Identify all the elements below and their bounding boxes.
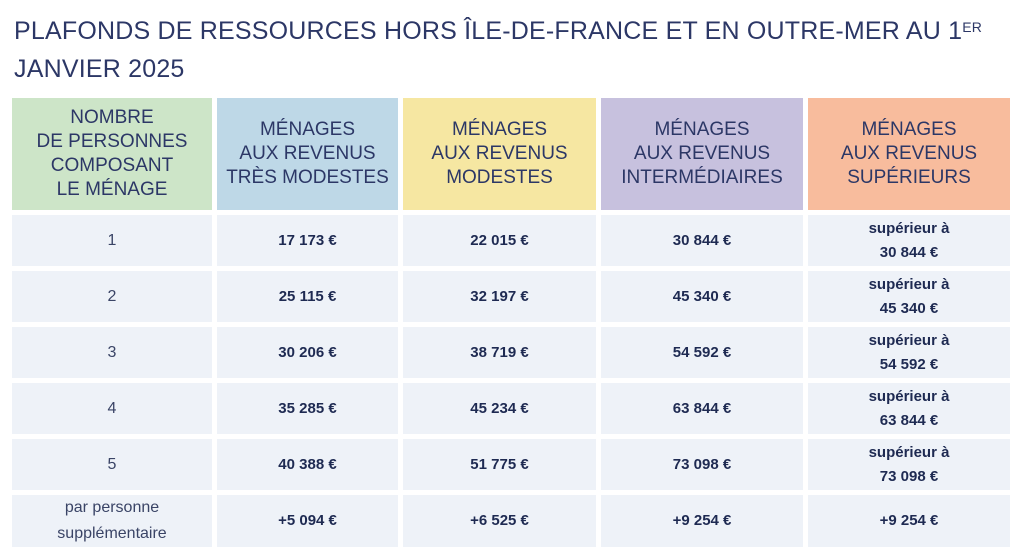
header-line: MÉNAGES — [451, 119, 548, 140]
header-line: LE MÉNAGE — [56, 179, 168, 200]
cell-line: 73 098 € — [879, 467, 939, 485]
cell-line: 2 — [107, 287, 117, 305]
cell-persons: 2 — [12, 271, 212, 322]
cell-line: 54 592 € — [879, 355, 939, 373]
header-line: SUPÉRIEURS — [847, 167, 971, 188]
cell-intermediaires: 45 340 € — [601, 271, 803, 322]
cell-modestes: 38 719 € — [403, 327, 596, 378]
header-row: NOMBRE DE PERSONNES COMPOSANT LE MÉNAGE MÉNA… — [12, 98, 1010, 210]
header-line: AUX REVENUS — [633, 143, 771, 164]
cell-line: 30 844 € — [879, 243, 939, 261]
cell-tres-modestes: +5 094 € — [217, 495, 398, 547]
header-line: MÉNAGES — [259, 119, 356, 140]
cell-modestes: 32 197 € — [403, 271, 596, 322]
header-line: AUX REVENUS — [840, 143, 978, 164]
cell-intermediaires: +9 254 € — [601, 495, 803, 547]
header-line: INTERMÉDIAIRES — [621, 167, 783, 188]
header-household-size: NOMBRE DE PERSONNES COMPOSANT LE MÉNAGE — [12, 98, 212, 210]
header-tres-modestes: MÉNAGES AUX REVENUS TRÈS MODESTES — [217, 98, 398, 210]
cell-line: supérieur à — [868, 387, 950, 405]
cell-intermediaires: 63 844 € — [601, 383, 803, 434]
cell-line: +9 254 € — [879, 512, 939, 529]
cell-intermediaires: 73 098 € — [601, 439, 803, 490]
cell-tres-modestes: 30 206 € — [217, 327, 398, 378]
cell-modestes: 51 775 € — [403, 439, 596, 490]
cell-line: 3 — [107, 343, 117, 361]
cell-line: supérieur à — [868, 219, 950, 237]
cell-tres-modestes: 35 285 € — [217, 383, 398, 434]
title-text: PLAFONDS DE RESSOURCES HORS ÎLE-DE-FRANC… — [14, 17, 963, 45]
cell-modestes: 45 234 € — [403, 383, 596, 434]
title-superscript: ER — [962, 19, 983, 35]
cell-superieurs: supérieur à 45 340 € — [808, 271, 1010, 322]
cell-line: 45 340 € — [879, 299, 939, 317]
cell-intermediaires: 54 592 € — [601, 327, 803, 378]
cell-superieurs: supérieur à 54 592 € — [808, 327, 1010, 378]
cell-tres-modestes: 40 388 € — [217, 439, 398, 490]
header-modestes: MÉNAGES AUX REVENUS MODESTES — [403, 98, 596, 210]
header-line: MÉNAGES — [861, 119, 957, 140]
table-row: 1 17 173 €22 015 €30 844 € supérieur à 30 8… — [12, 215, 1010, 266]
cell-line: supérieur à — [868, 443, 950, 461]
cell-tres-modestes: 25 115 € — [217, 271, 398, 322]
cell-superieurs: supérieur à 73 098 € — [808, 439, 1010, 490]
cell-line: 5 — [107, 455, 117, 473]
cell-superieurs: +9 254 € — [808, 495, 1010, 547]
cell-modestes: +6 525 € — [403, 495, 596, 547]
cell-persons: 5 — [12, 439, 212, 490]
cell-superieurs: supérieur à 63 844 € — [808, 383, 1010, 434]
cell-line: supérieur à — [868, 275, 950, 293]
cell-persons: 1 — [12, 215, 212, 266]
cell-line: 63 844 € — [879, 411, 939, 429]
cell-line: 1 — [107, 231, 117, 249]
header-line: COMPOSANT — [50, 155, 174, 176]
cell-tres-modestes: 17 173 € — [217, 215, 398, 266]
cell-intermediaires: 30 844 € — [601, 215, 803, 266]
header-line: AUX REVENUS — [431, 143, 568, 164]
cell-line: 4 — [107, 399, 117, 417]
table-row: 2 25 115 €32 197 €45 340 € supérieur à 45 3… — [12, 271, 1010, 322]
cell-line: supérieur à — [868, 331, 950, 349]
cell-line: par personne — [64, 499, 160, 516]
income-ceiling-table: NOMBRE DE PERSONNES COMPOSANT LE MÉNAGE MÉNA… — [7, 93, 1015, 552]
header-line: NOMBRE — [70, 107, 154, 128]
page-title: PLAFONDS DE RESSOURCES HORS ÎLE-DE-FRANC… — [14, 12, 1004, 88]
header-line: AUX REVENUS — [239, 143, 376, 164]
table-row: 3 30 206 €38 719 €54 592 € supérieur à 54 5… — [12, 327, 1010, 378]
cell-superieurs: supérieur à 30 844 € — [808, 215, 1010, 266]
title-line2: JANVIER 2025 — [14, 55, 185, 83]
header-line: MÉNAGES — [654, 119, 750, 140]
header-intermediaires: MÉNAGES AUX REVENUS INTERMÉDIAIRES — [601, 98, 803, 210]
cell-modestes: 22 015 € — [403, 215, 596, 266]
table-row: 4 35 285 €45 234 €63 844 € supérieur à 63 8… — [12, 383, 1010, 434]
table-row: par personne supplémentaire +5 094 € +6 525… — [12, 495, 1010, 547]
table-row: 5 40 388 €51 775 €73 098 € supérieur à 73 0… — [12, 439, 1010, 490]
cell-persons: 3 — [12, 327, 212, 378]
header-line: MODESTES — [446, 167, 553, 188]
cell-persons: 4 — [12, 383, 212, 434]
header-line: TRÈS MODESTES — [226, 167, 389, 188]
header-line: DE PERSONNES — [36, 131, 188, 152]
cell-line: supplémentaire — [57, 525, 167, 542]
cell-persons: par personne supplémentaire — [12, 495, 212, 547]
header-superieurs: MÉNAGES AUX REVENUS SUPÉRIEURS — [808, 98, 1010, 210]
